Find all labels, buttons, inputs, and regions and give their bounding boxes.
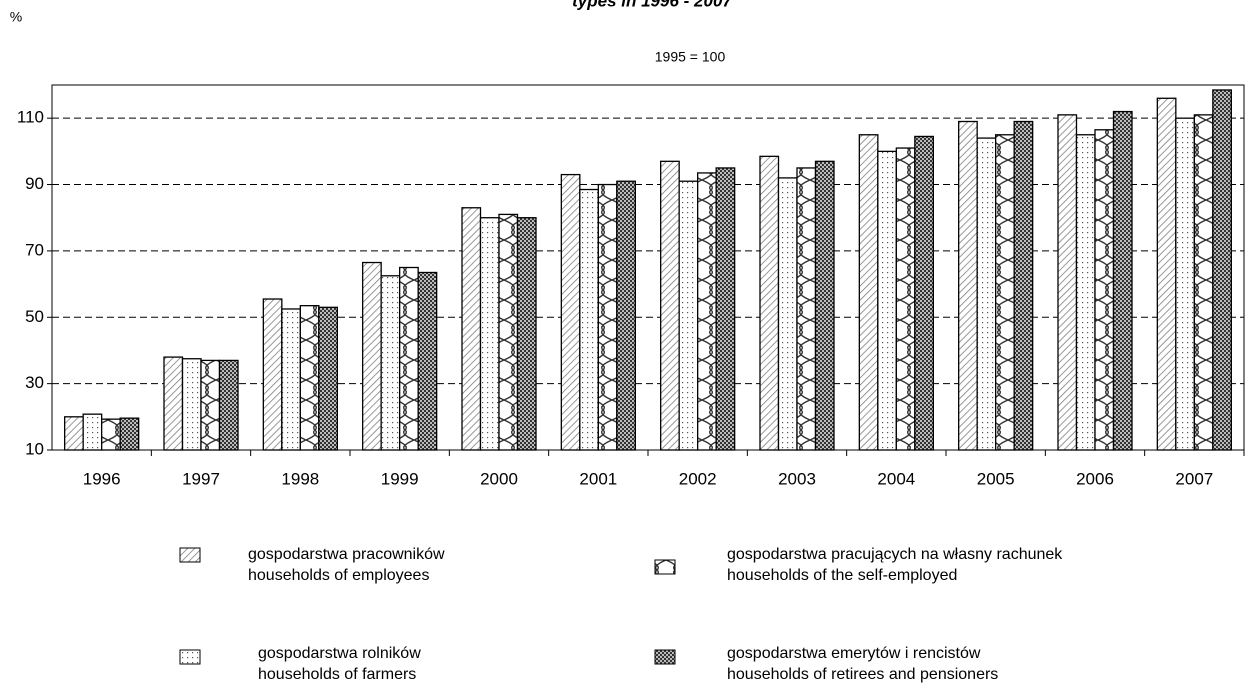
x-tick-label: 2006 <box>1076 469 1114 488</box>
legend-label: gospodarstwa emerytów i rencistów househ… <box>727 645 999 683</box>
legend-label: gospodarstwa rolników households of farm… <box>258 645 421 683</box>
y-tick-label: 50 <box>25 307 44 326</box>
bar <box>64 416 84 451</box>
legend-swatch <box>179 649 201 665</box>
bar <box>82 413 103 451</box>
bar <box>597 183 618 451</box>
chart-subtitle: 1995 = 100 <box>655 49 726 65</box>
bar <box>678 180 699 451</box>
bar <box>697 172 717 451</box>
bar <box>1075 134 1096 451</box>
bar <box>101 418 121 451</box>
bar <box>1112 110 1133 451</box>
bar <box>579 188 599 451</box>
bar <box>814 160 835 451</box>
bar <box>660 160 680 451</box>
bar <box>163 356 184 451</box>
bar <box>399 266 419 451</box>
legend-label: gospodarstwa pracowników households of e… <box>248 546 445 584</box>
bar <box>715 167 736 451</box>
legend-label: gospodarstwa pracujących na własny rachu… <box>727 546 1063 584</box>
x-tick-label: 2003 <box>778 469 816 488</box>
y-tick-label: 110 <box>17 108 44 127</box>
bar <box>1094 129 1115 451</box>
chart-title: types in 1996 - 2007 <box>572 0 733 10</box>
x-tick-label: 1996 <box>83 469 121 488</box>
bar <box>995 134 1015 451</box>
bar <box>777 177 798 451</box>
bar <box>877 150 897 451</box>
y-tick-label: 70 <box>25 240 44 259</box>
x-tick-label: 2005 <box>977 469 1015 488</box>
bar <box>759 155 780 451</box>
bar <box>200 359 221 451</box>
bar <box>181 358 202 451</box>
bar <box>218 359 239 451</box>
x-tick-label: 1999 <box>381 469 419 488</box>
bar <box>498 213 519 451</box>
x-tick-label: 2004 <box>877 469 915 488</box>
bar <box>299 305 320 451</box>
bar <box>479 217 500 451</box>
bar <box>858 134 879 451</box>
bar <box>958 120 978 451</box>
bar <box>1175 117 1195 451</box>
x-tick-label: 2007 <box>1175 469 1213 488</box>
x-tick-label: 2002 <box>679 469 717 488</box>
bar <box>1156 97 1177 451</box>
bar <box>362 261 382 451</box>
x-tick-label: 2000 <box>480 469 518 488</box>
bar <box>796 167 817 451</box>
bar <box>461 207 482 451</box>
bar <box>976 137 997 451</box>
x-tick-label: 2001 <box>579 469 617 488</box>
bar <box>914 135 934 451</box>
legend-swatch <box>654 649 676 665</box>
bar <box>516 217 537 451</box>
legend-swatch <box>654 559 676 575</box>
bar <box>1057 114 1078 451</box>
y-axis-label: % <box>10 9 22 25</box>
bar <box>119 417 140 451</box>
bar <box>262 298 283 451</box>
bar <box>1013 120 1034 451</box>
bar <box>318 306 338 451</box>
x-tick-label: 1997 <box>182 469 220 488</box>
bar <box>417 271 438 451</box>
bar <box>1193 114 1214 451</box>
plot-area <box>51 84 1245 451</box>
y-tick-label: 10 <box>25 439 44 458</box>
bar <box>895 147 916 451</box>
bar <box>380 275 401 451</box>
y-tick-label: 30 <box>25 373 44 392</box>
y-tick-label: 90 <box>25 174 44 193</box>
x-tick-label: 1998 <box>281 469 319 488</box>
bar <box>1212 89 1232 451</box>
bar <box>616 180 636 451</box>
bar <box>281 308 301 451</box>
bar <box>560 173 581 451</box>
legend-swatch <box>179 547 201 563</box>
